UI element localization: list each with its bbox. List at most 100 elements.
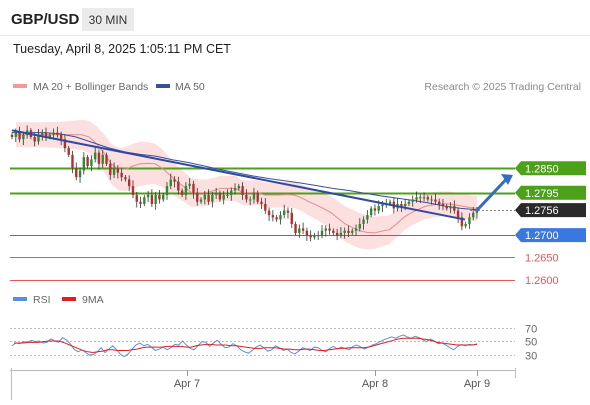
candle-body — [146, 195, 150, 198]
candle-body — [82, 157, 86, 171]
candle-body — [267, 210, 271, 216]
rsi-ma-legend-label: 9MA — [82, 294, 104, 306]
price-label-text: 1.2600 — [525, 275, 559, 287]
rsi-tick-label: 50 — [525, 337, 537, 349]
candle-body — [63, 139, 67, 149]
candle-body — [158, 195, 161, 200]
timeframe-label: 30 MIN — [89, 13, 128, 27]
candle-body — [165, 186, 169, 196]
candle-body — [143, 197, 146, 204]
price-label-text: 1.2700 — [525, 230, 559, 242]
candle-body — [150, 195, 154, 204]
price-label-box — [515, 185, 586, 200]
candle-body — [93, 152, 97, 160]
candle-body — [214, 192, 218, 196]
candle-body — [282, 210, 286, 216]
candle-body — [286, 210, 290, 213]
trend-line — [11, 129, 466, 221]
candle-body — [127, 179, 131, 187]
candle-body — [97, 152, 101, 164]
candle-body — [320, 230, 324, 236]
candle-body — [237, 186, 241, 189]
candle-body — [407, 201, 411, 204]
candle-body — [192, 183, 195, 193]
candle-body — [222, 195, 225, 200]
candle-body — [339, 232, 343, 236]
candle-body — [422, 197, 426, 199]
timeframe-badge[interactable] — [82, 8, 134, 31]
candle-body — [188, 183, 191, 187]
price-label-box — [515, 228, 586, 243]
candle-body — [56, 132, 59, 135]
candle-body — [37, 134, 40, 142]
price-label-text: 1.2850 — [525, 163, 559, 175]
time-tick-label: Apr 9 — [464, 378, 490, 390]
candle-body — [328, 228, 331, 231]
candle-body — [279, 215, 282, 220]
candle-body — [252, 192, 256, 200]
candle-body — [169, 179, 172, 187]
candle-body — [59, 134, 63, 140]
candle-body — [411, 199, 414, 202]
price-label-text: 1.2795 — [525, 188, 559, 200]
candle-body — [211, 195, 214, 202]
candle-body — [233, 188, 237, 191]
candle-body — [430, 199, 433, 201]
candle-body — [468, 217, 471, 225]
candle-body — [449, 206, 452, 209]
candle-body — [124, 177, 127, 180]
candle-body — [52, 132, 55, 135]
candle-body — [260, 201, 263, 204]
trend-annotations — [11, 129, 513, 221]
pair-title: GBP/USD — [11, 11, 80, 28]
candle-body — [271, 215, 275, 218]
candle-body — [101, 154, 104, 164]
price-label-text: 1.2650 — [525, 252, 559, 264]
candle-body — [14, 132, 17, 138]
price-label-resistance: 1.2850 — [515, 161, 586, 176]
rsi-legend-label: RSI — [33, 294, 51, 306]
candle-body — [173, 179, 176, 182]
candle-body — [464, 224, 467, 227]
price-label-support: 1.2700 — [515, 228, 586, 243]
candle-body — [309, 235, 312, 238]
price-label-box — [515, 161, 586, 176]
ma50-legend-swatch — [156, 84, 170, 88]
candle-body — [184, 186, 188, 196]
candle-body — [203, 195, 207, 200]
candle-body — [437, 201, 441, 204]
candle-body — [415, 197, 418, 200]
candle-body — [230, 190, 233, 196]
candle-body — [335, 232, 339, 236]
candle-body — [369, 208, 373, 216]
candle-body — [86, 157, 89, 167]
candle-body — [226, 195, 229, 197]
candle-body — [218, 192, 222, 200]
candle-body — [324, 228, 327, 231]
candle-body — [419, 197, 422, 199]
bollinger-legend-swatch — [13, 84, 27, 88]
candle-body — [305, 230, 309, 236]
candle-body — [48, 134, 52, 138]
candle-body — [245, 195, 248, 200]
candle-body — [196, 192, 199, 202]
price-label-target: 1.2600 — [525, 275, 559, 287]
candle-body — [116, 168, 120, 173]
rsi-ma-line — [14, 337, 478, 353]
candlesticks — [10, 125, 479, 242]
candle-body — [373, 208, 377, 211]
candle-body — [248, 199, 252, 201]
candle-body — [301, 228, 305, 231]
candle-body — [445, 206, 448, 209]
candle-body — [313, 235, 316, 238]
candle-body — [135, 195, 138, 202]
candle-body — [78, 170, 82, 178]
candle-body — [343, 230, 346, 233]
candle-body — [18, 132, 21, 140]
price-label-box — [515, 203, 586, 218]
candle-body — [347, 230, 350, 233]
candle-body — [112, 168, 116, 175]
rsi-tick-label: 30 — [525, 351, 537, 363]
